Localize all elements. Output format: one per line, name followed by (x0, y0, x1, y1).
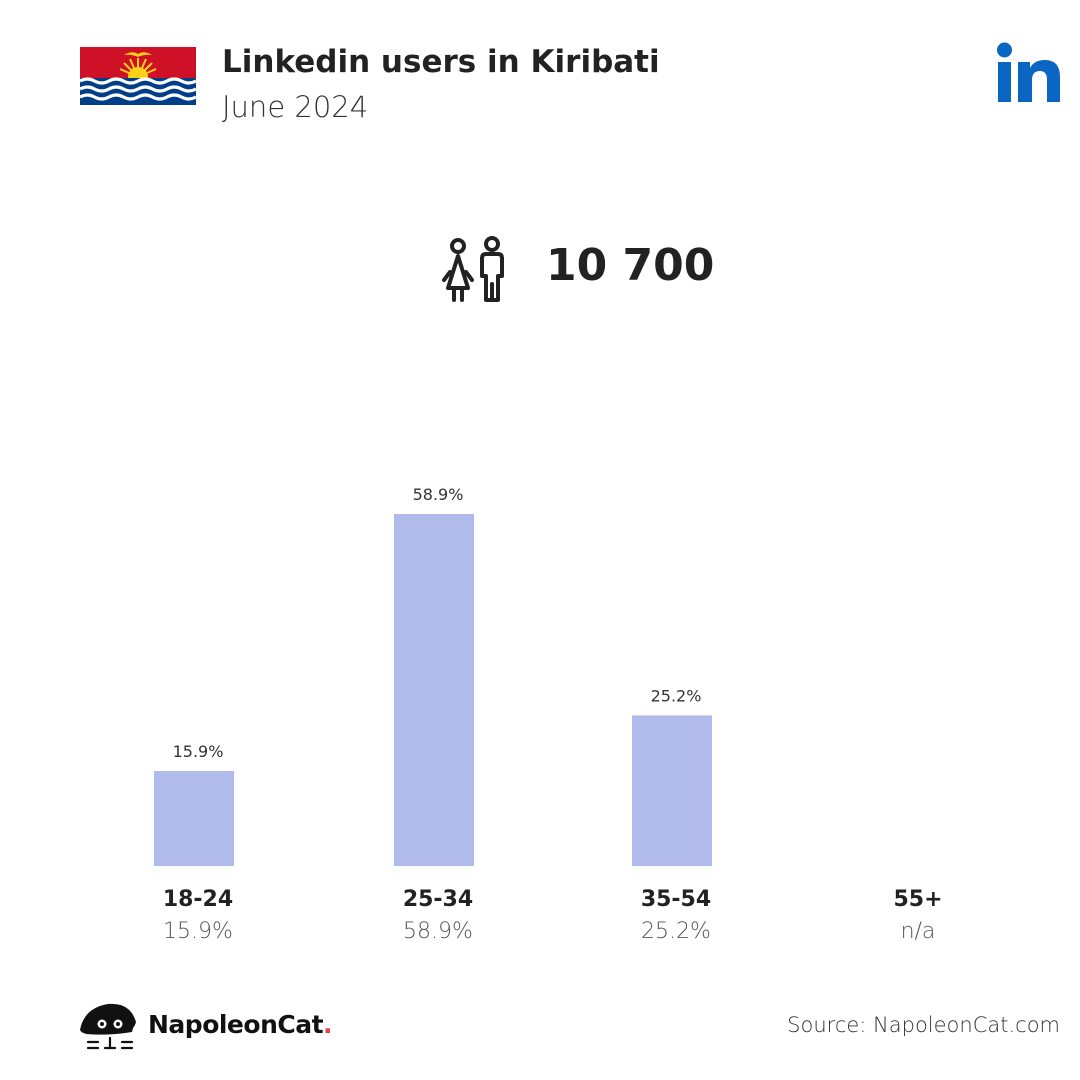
category-percent: n/a (901, 919, 936, 944)
napoleoncat-logo-icon (78, 1000, 138, 1052)
total-users-value: 10 700 (546, 240, 715, 291)
napoleoncat-brand: NapoleonCat. (148, 1010, 333, 1039)
bar-value-label: 58.9% (413, 485, 464, 504)
kiribati-flag-icon (80, 47, 196, 105)
bar-25-34 (394, 514, 474, 866)
page-title: Linkedin users in Kiribati (222, 44, 660, 80)
bar-value-label: 15.9% (173, 742, 224, 761)
users-icon (440, 236, 512, 306)
bar-value-label: 25.2% (651, 686, 702, 705)
category-label: 18-24 (163, 887, 233, 912)
linkedin-logo-icon (994, 40, 1064, 106)
source-credit: Source: NapoleonCat.com (787, 1013, 1060, 1037)
category-percent: 25.2% (641, 919, 711, 944)
category-label: 25-34 (403, 887, 473, 912)
category-percent: 58.9% (403, 919, 473, 944)
bar-35-54 (632, 715, 712, 866)
category-label: 55+ (893, 887, 942, 912)
category-label: 35-54 (641, 887, 711, 912)
brand-dot: . (323, 1010, 333, 1039)
bar-18-24 (154, 770, 234, 866)
page-subtitle: June 2024 (222, 90, 369, 124)
category-percent: 15.9% (163, 919, 233, 944)
brand-name: NapoleonCat (148, 1010, 324, 1039)
